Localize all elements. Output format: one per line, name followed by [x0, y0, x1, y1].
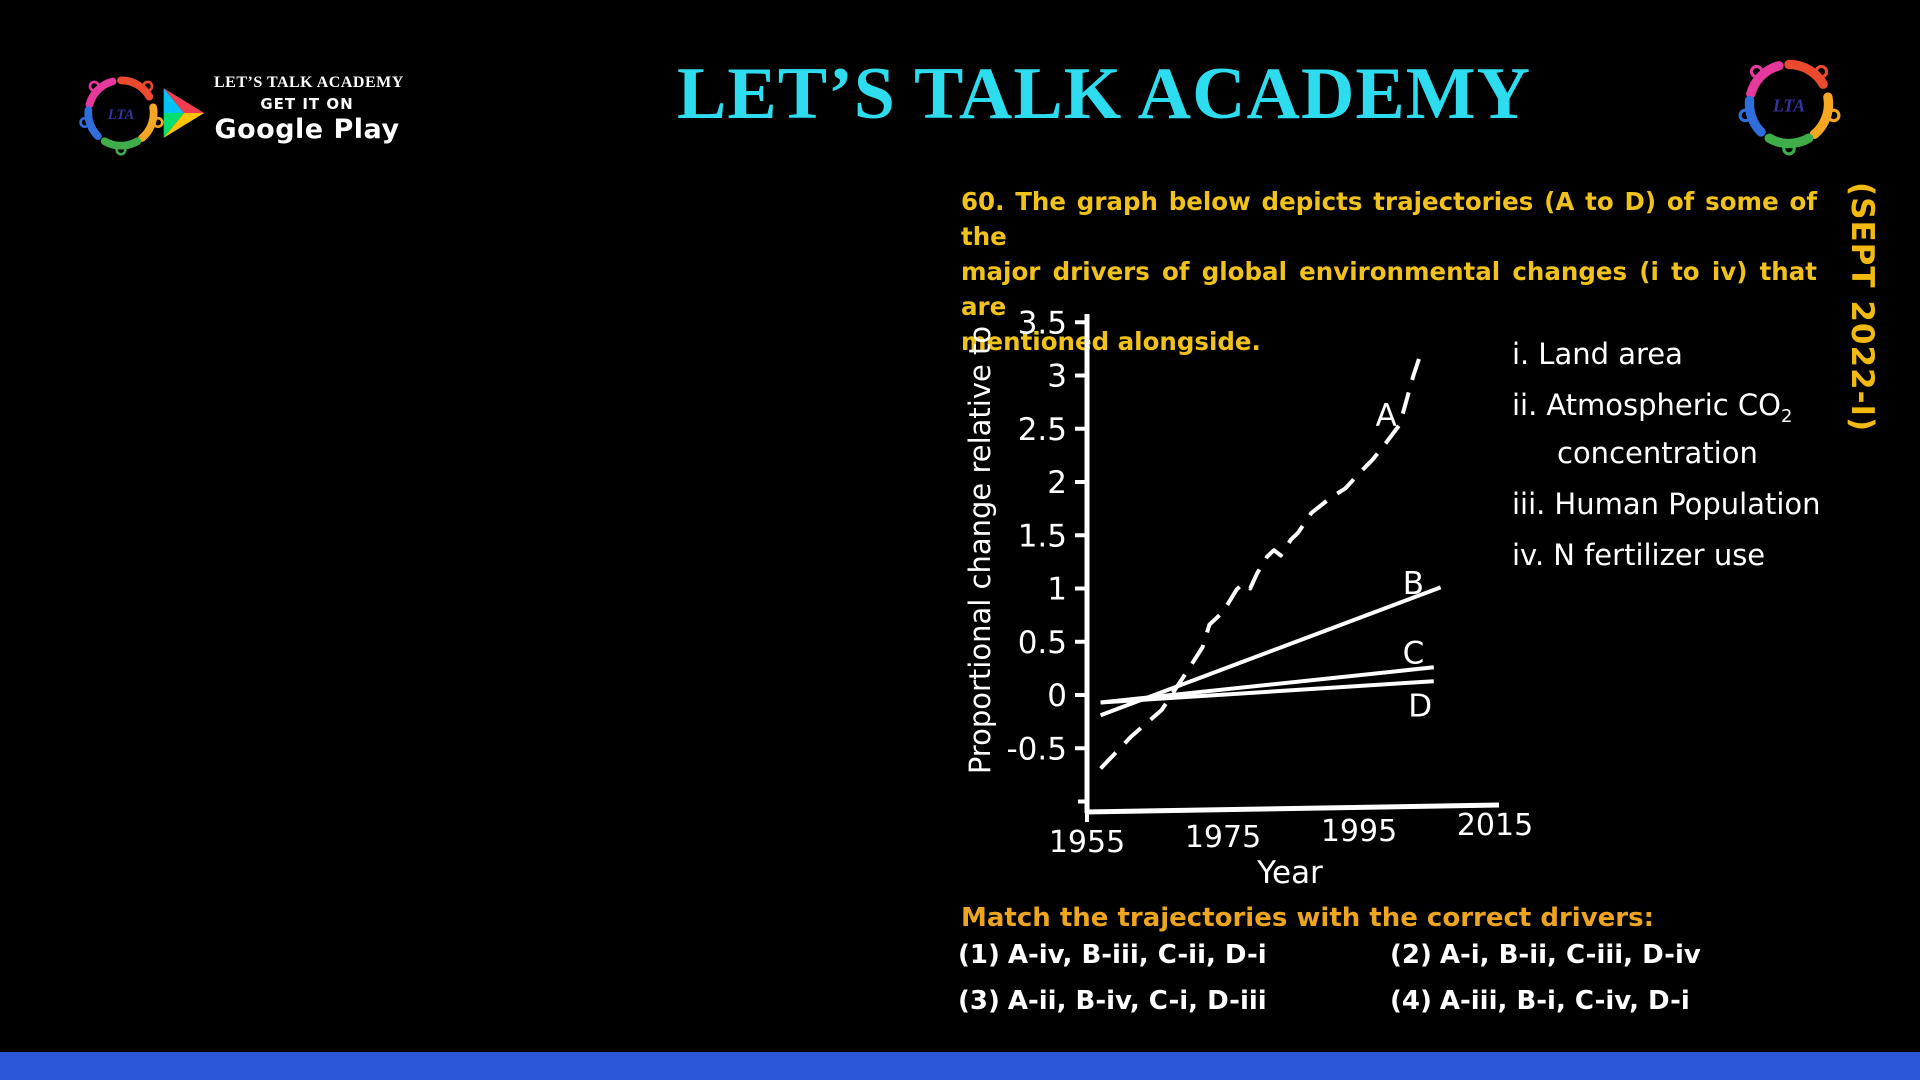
y-tick-label: 1 [1047, 572, 1067, 608]
option-1: (1) A-iv, B-iii, C-ii, D-i [958, 940, 1390, 970]
question-text: 60. The graph below depicts trajectories… [961, 184, 1817, 359]
question-line-3: mentioned alongside. [961, 327, 1261, 356]
driver-item-iv: iv. N fertilizer use [1512, 537, 1852, 574]
driver-continuation: concentration [1557, 435, 1758, 470]
x-tick-label: 1995 [1321, 814, 1397, 849]
lta-logo-right: LTA [1737, 52, 1841, 156]
badge-app-name: LET’S TALK ACADEMY [214, 74, 404, 91]
bottom-bar [0, 1052, 1920, 1080]
option-2: (2) A-i, B-ii, C-iii, D-iv [1390, 940, 1838, 970]
option-number: (1) [958, 940, 1000, 970]
series-D-label: D [1408, 689, 1432, 725]
option-text: A-i, B-ii, C-iii, D-iv [1439, 940, 1701, 970]
lta-logo-left: LTA [78, 70, 164, 156]
driver-text: Atmospheric CO [1546, 388, 1781, 422]
options-grid: (1) A-iv, B-iii, C-ii, D-i (2) A-i, B-ii, … [958, 940, 1838, 1016]
option-text: A-ii, B-iv, C-i, D-iii [1007, 986, 1267, 1016]
driver-item-ii: ii. Atmospheric CO2 concentration [1512, 387, 1852, 472]
question-line-1: 60. The graph below depicts trajectories… [961, 187, 1817, 251]
series-B-line [1099, 585, 1442, 718]
x-tick-label: 1975 [1185, 820, 1261, 855]
badge-get-it-on: GET IT ON [260, 95, 354, 113]
badge-store-name: Google Play [214, 114, 400, 145]
series-A-line [1099, 354, 1423, 770]
series-D-line [1100, 679, 1434, 705]
y-axis-label: Proportional change relative to [963, 326, 997, 774]
driver-num: iv. [1512, 537, 1545, 572]
y-tick-label: 1.5 [1018, 518, 1067, 554]
y-tick-label: 3.5 [1018, 305, 1067, 341]
driver-item-iii: iii. Human Population [1512, 486, 1852, 523]
google-play-icon [163, 88, 205, 138]
lta-logo-text: LTA [107, 107, 135, 123]
option-text: A-iv, B-iii, C-ii, D-i [1007, 940, 1267, 970]
x-axis-label: Year [1256, 855, 1323, 891]
trajectory-chart: 3.5 3 2.5 2 1.5 1 0.5 0 -0.5 1955 1975 1995 2015 Year… [963, 305, 1533, 891]
google-play-badge[interactable]: LET’S TALK ACADEMY GET IT ON Google Play [160, 74, 404, 145]
question-line-2: major drivers of global environmental ch… [961, 257, 1817, 321]
y-tick-label: 0.5 [1018, 625, 1067, 661]
driver-num: iii. [1512, 486, 1546, 521]
option-number: (2) [1390, 940, 1432, 970]
x-axis [1084, 802, 1500, 815]
drivers-list: i. Land area ii. Atmospheric CO2 concentra… [1512, 336, 1852, 588]
series-B-label: B [1403, 566, 1424, 602]
option-text: A-iii, B-i, C-iv, D-i [1439, 986, 1690, 1016]
series-C-line [1100, 665, 1435, 705]
driver-text: Human Population [1554, 486, 1821, 521]
driver-num: i. [1512, 337, 1530, 371]
driver-item-i: i. Land area [1512, 336, 1852, 373]
option-number: (3) [958, 986, 1000, 1016]
x-tick-label: 2015 [1457, 808, 1533, 843]
option-4: (4) A-iii, B-i, C-iv, D-i [1390, 986, 1838, 1016]
option-3: (3) A-ii, B-iv, C-i, D-iii [958, 986, 1390, 1016]
y-tick-label: 3 [1047, 359, 1067, 395]
series-C-label: C [1403, 635, 1425, 671]
co2-subscript: 2 [1781, 405, 1793, 427]
page-title: LET’S TALK ACADEMY [677, 53, 1532, 135]
y-tick-label: -0.5 [1007, 731, 1068, 767]
series-A-label: A [1376, 398, 1397, 434]
y-tick-label: 0 [1047, 678, 1067, 714]
x-tick-label: 1955 [1049, 825, 1125, 860]
driver-text: Land area [1538, 337, 1683, 371]
option-number: (4) [1390, 986, 1432, 1016]
match-prompt: Match the trajectories with the correct … [961, 903, 1654, 933]
driver-text: N fertilizer use [1553, 537, 1766, 572]
lta-logo-text: LTA [1772, 95, 1805, 115]
y-tick-label: 2.5 [1018, 412, 1067, 448]
driver-num: ii. [1512, 388, 1538, 422]
y-tick-label: 2 [1047, 465, 1067, 501]
